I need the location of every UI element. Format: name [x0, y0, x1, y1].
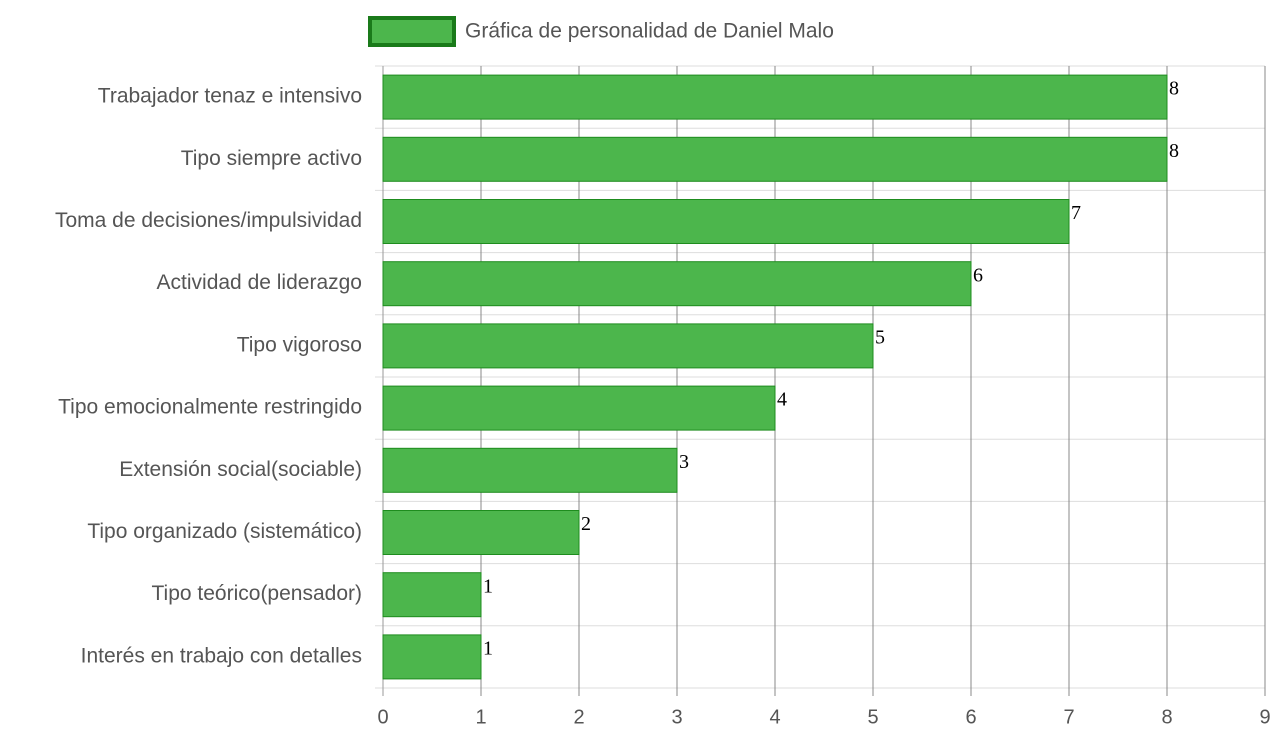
y-tick-label: Interés en trabajo con detalles [81, 644, 362, 667]
data-label: 1 [483, 637, 493, 659]
x-tick-label: 4 [769, 706, 780, 728]
y-tick-label: Tipo vigoroso [237, 333, 362, 356]
data-label: 4 [777, 389, 787, 411]
x-tick-label: 5 [867, 706, 878, 728]
y-tick-label: Extensión social(sociable) [119, 458, 362, 481]
y-tick-label: Tipo teórico(pensador) [152, 582, 363, 605]
data-label: 8 [1169, 78, 1179, 100]
x-tick-label: 8 [1161, 706, 1172, 728]
data-label: 1 [483, 575, 493, 597]
x-tick-label: 9 [1259, 706, 1270, 728]
legend-swatch [368, 16, 456, 47]
y-tick-label: Trabajador tenaz e intensivo [98, 85, 362, 108]
bar [382, 510, 580, 555]
bar [382, 136, 1168, 182]
y-tick-label: Tipo organizado (sistemático) [87, 520, 362, 543]
data-label: 8 [1169, 140, 1179, 162]
bar [382, 572, 482, 618]
x-tick-label: 2 [573, 706, 584, 728]
y-tick-label: Actividad de liderazgo [157, 271, 362, 294]
bar [382, 261, 972, 307]
data-label: 6 [973, 264, 983, 286]
bar [382, 385, 776, 431]
x-tick-label: 6 [965, 706, 976, 728]
bar [382, 199, 1070, 244]
y-tick-label: Tipo siempre activo [181, 147, 362, 170]
data-label: 5 [875, 326, 885, 348]
x-tick-label: 1 [475, 706, 486, 728]
bar [382, 74, 1168, 120]
y-tick-label: Toma de decisiones/impulsividad [55, 209, 362, 232]
x-tick-label: 0 [377, 706, 388, 728]
data-label: 3 [679, 451, 689, 473]
x-tick-label: 7 [1063, 706, 1074, 728]
bar [382, 323, 874, 369]
data-label: 2 [581, 513, 591, 535]
data-label: 7 [1071, 202, 1081, 224]
bar [382, 634, 482, 680]
x-tick-label: 3 [671, 706, 682, 728]
y-tick-label: Tipo emocionalmente restringido [58, 396, 362, 419]
bar [382, 447, 678, 493]
legend-label: Gráfica de personalidad de Daniel Malo [465, 20, 834, 43]
